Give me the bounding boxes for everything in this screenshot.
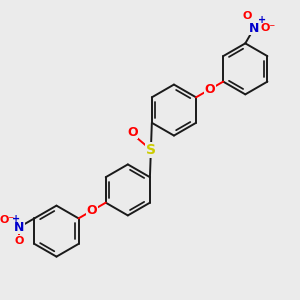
Text: O: O bbox=[87, 204, 98, 217]
Text: O: O bbox=[127, 126, 138, 139]
Text: +: + bbox=[258, 15, 266, 25]
Text: O⁻: O⁻ bbox=[260, 23, 275, 33]
Text: S: S bbox=[146, 143, 156, 157]
Text: N: N bbox=[249, 22, 259, 34]
Text: O: O bbox=[14, 236, 24, 246]
Text: O⁻: O⁻ bbox=[0, 215, 15, 225]
Text: O: O bbox=[243, 11, 252, 21]
Text: +: + bbox=[12, 214, 20, 224]
Text: N: N bbox=[14, 221, 24, 234]
Text: O: O bbox=[204, 83, 215, 96]
